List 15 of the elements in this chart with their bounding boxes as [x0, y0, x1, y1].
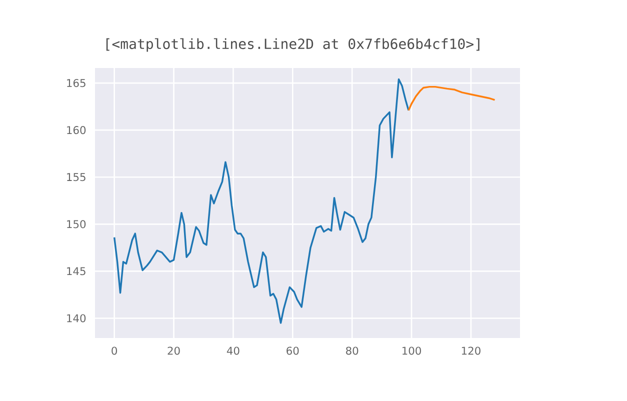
- y-tick-label: 165: [67, 79, 86, 88]
- x-tick-label: 100: [402, 346, 421, 355]
- y-tick-label: 160: [67, 126, 86, 134]
- x-tick-label: 20: [168, 346, 180, 355]
- text: [<matplotlib.lines.Line2D at 0x7fb6e6b4cf10>]: [106, 38, 480, 52]
- y-tick-label: 155: [67, 173, 86, 182]
- x-tick-label: 0: [112, 346, 118, 355]
- x-tick-label: 60: [286, 346, 299, 355]
- line-series: [113, 78, 410, 324]
- y-tick-label: 140: [67, 314, 86, 322]
- y-tick-label: 150: [67, 220, 86, 228]
- x-tick-label: 80: [346, 346, 358, 355]
- y-tick-label: 145: [67, 267, 86, 276]
- x-tick-label: 40: [226, 346, 240, 355]
- x-tick-label: 120: [462, 346, 480, 355]
